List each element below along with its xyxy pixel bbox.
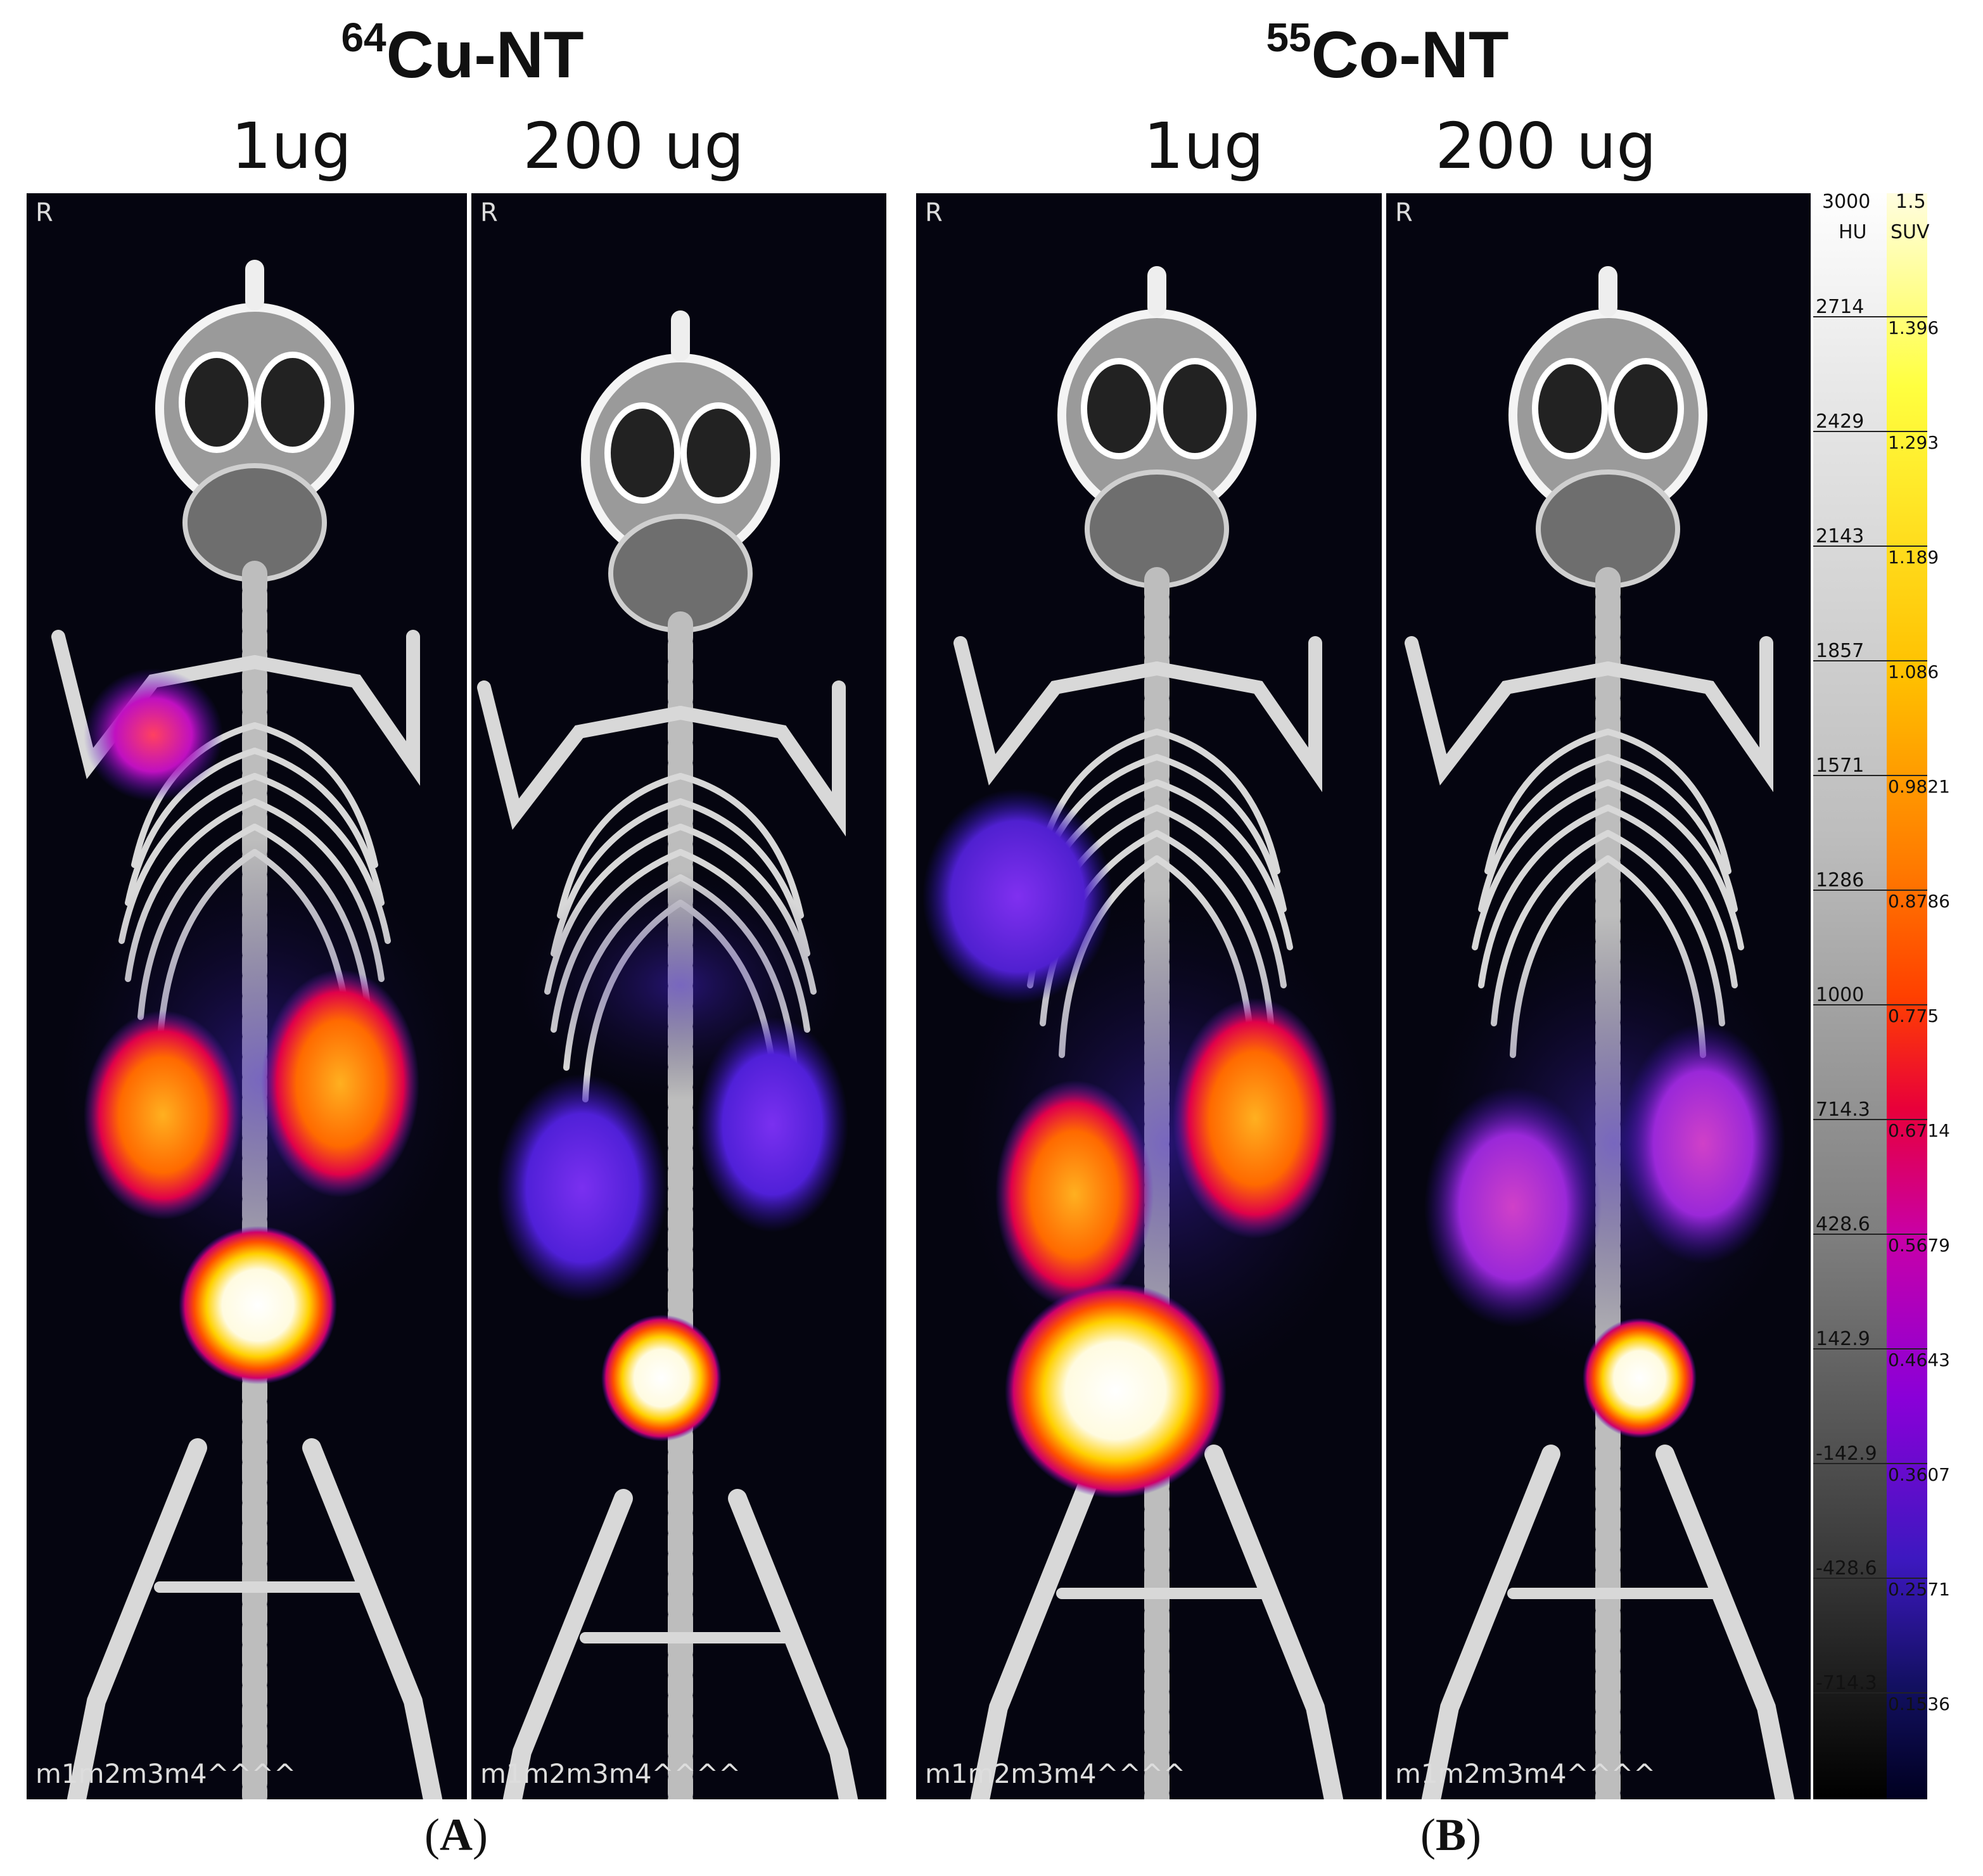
suv-unit-label: SUV (1891, 221, 1930, 243)
hu-unit-label: HU (1839, 221, 1867, 243)
suv-scale-bar (1887, 193, 1927, 1799)
pet-ct-image-cu-200ug (471, 193, 886, 1799)
hu-tick-label: 1286 (1816, 869, 1865, 891)
pet-ct-image-cu-1ug (27, 193, 464, 1799)
colorbar-tick-line (1813, 1578, 1927, 1579)
hu-tick-label: 2429 (1816, 411, 1865, 433)
suv-tick-label: 0.5679 (1888, 1235, 1950, 1256)
hu-tick-label: -714.3 (1816, 1672, 1877, 1694)
suv-tick-label: 0.3607 (1888, 1464, 1950, 1485)
hu-tick-label: 1857 (1816, 640, 1865, 662)
colorbar-tick-line (1813, 890, 1927, 891)
title-co: 55Co-NT (1266, 15, 1509, 92)
subfigure-label-a: (A) (424, 1809, 488, 1860)
colorbar-tick-line (1813, 1119, 1927, 1120)
animal-id-label: m1m2m3m4^^^^ (480, 1758, 741, 1789)
animal-id-label: m1m2m3m4^^^^ (35, 1758, 296, 1789)
hu-tick-label: -428.6 (1816, 1557, 1877, 1579)
hu-tick-label: 1571 (1816, 755, 1865, 777)
colorbar-tick-line (1813, 316, 1927, 317)
animal-id-label: m1m2m3m4^^^^ (925, 1758, 1186, 1789)
colorbar-tick-line (1813, 1463, 1927, 1464)
suv-tick-label: 0.8786 (1888, 891, 1950, 912)
colorbar: 3000 HU 1.5 SUV 2714 1.396 2429 1.293 2143 1.… (1813, 191, 1950, 1799)
suv-tick-label: 0.9821 (1888, 776, 1950, 797)
colorbar-tick-line (1813, 1004, 1927, 1005)
hu-scale-bar (1813, 193, 1887, 1799)
orientation-mark: R (1395, 198, 1413, 227)
suv-tick-label: 0.4643 (1888, 1350, 1950, 1370)
orientation-mark: R (35, 198, 53, 227)
suv-tick-label: 1.396 (1888, 317, 1939, 338)
colorbar-tick-line (1813, 1234, 1927, 1235)
pet-ct-image-co-1ug (922, 193, 1375, 1799)
suv-tick-label: 0.775 (1888, 1005, 1939, 1026)
title-cu: 64Cu-NT (341, 15, 584, 92)
colorbar-tick-line (1813, 1692, 1927, 1694)
suv-tick-label: 0.2571 (1888, 1579, 1950, 1600)
dose-label-cu-1ug: 1ug (231, 109, 352, 183)
suv-tick-label: 0.6714 (1888, 1120, 1950, 1141)
pet-ct-panel-cu-200ug: R m1m2m3m4^^^^ (471, 193, 886, 1799)
suv-tick-label: 1.086 (1888, 661, 1939, 682)
suv-max-label: 1.5 (1896, 191, 1926, 213)
colorbar-tick-line (1813, 775, 1927, 776)
hu-tick-label: 142.9 (1816, 1328, 1870, 1350)
orientation-mark: R (925, 198, 943, 227)
pet-ct-panel-co-1ug: R m1m2m3m4^^^^ (916, 193, 1382, 1799)
hu-tick-label: 2143 (1816, 525, 1865, 547)
dose-label-cu-200ug: 200 ug (523, 109, 744, 183)
suv-tick-label: 0.1536 (1888, 1694, 1950, 1714)
dose-label-co-200ug: 200 ug (1435, 109, 1657, 183)
subfigure-label-b: (B) (1420, 1809, 1481, 1860)
colorbar-tick-line (1813, 546, 1927, 547)
suv-tick-label: 1.293 (1888, 432, 1939, 453)
colorbar-tick-line (1813, 1348, 1927, 1350)
suv-tick-label: 1.189 (1888, 547, 1939, 568)
orientation-mark: R (480, 198, 498, 227)
hu-tick-label: 2714 (1816, 296, 1865, 318)
colorbar-tick-line (1813, 431, 1927, 432)
pet-ct-panel-cu-1ug: R m1m2m3m4^^^^ (27, 193, 467, 1799)
animal-id-label: m1m2m3m4^^^^ (1395, 1758, 1656, 1789)
hu-max-label: 3000 (1822, 191, 1871, 213)
colorbar-tick-line (1813, 660, 1927, 661)
hu-tick-label: -142.9 (1816, 1443, 1877, 1465)
pet-ct-panel-co-200ug: R m1m2m3m4^^^^ (1386, 193, 1811, 1799)
hu-tick-label: 1000 (1816, 984, 1865, 1006)
hu-tick-label: 428.6 (1816, 1213, 1870, 1235)
dose-label-co-1ug: 1ug (1143, 109, 1265, 183)
hu-tick-label: 714.3 (1816, 1099, 1870, 1121)
pet-ct-image-co-200ug (1386, 193, 1804, 1799)
